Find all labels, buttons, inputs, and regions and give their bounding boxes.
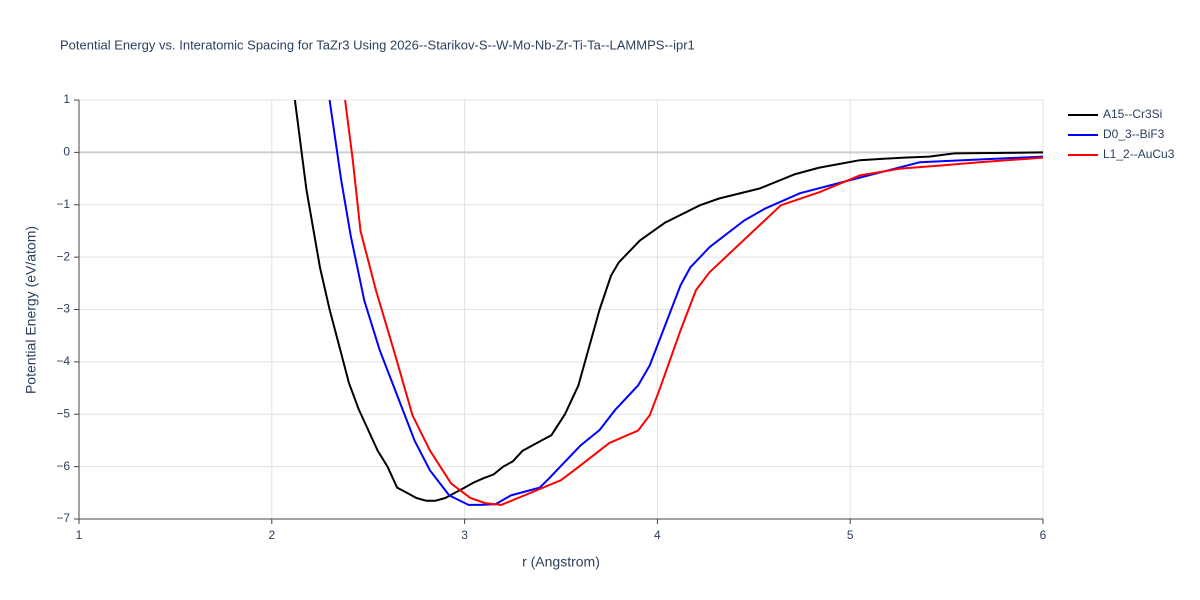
- plot-area: [293, 100, 1043, 506]
- legend-label: L1_2--AuCu3: [1103, 147, 1175, 161]
- x-axis-label: r (Angstrom): [522, 554, 600, 570]
- x-tick-label: 5: [847, 528, 854, 542]
- y-tick-label: 0: [63, 145, 70, 159]
- x-tick-label: 6: [1040, 528, 1047, 542]
- grid: [78, 99, 1044, 520]
- series-line: [293, 100, 1043, 502]
- y-tick-label: −2: [56, 249, 70, 263]
- x-tick-label: 2: [268, 528, 275, 542]
- chart-title: Potential Energy vs. Interatomic Spacing…: [60, 37, 695, 52]
- legend-label: D0_3--BiF3: [1103, 127, 1165, 141]
- series-line: [344, 100, 1043, 506]
- y-tick-label: 1: [63, 92, 70, 106]
- x-tick-label: 3: [461, 528, 468, 542]
- series-line: [328, 100, 1043, 506]
- legend-label: A15--Cr3Si: [1103, 107, 1162, 121]
- x-tick-label: 4: [654, 528, 661, 542]
- y-axis-label: Potential Energy (eV/atom): [23, 226, 39, 394]
- y-tick-label: −4: [56, 354, 70, 368]
- y-tick-label: −1: [56, 197, 70, 211]
- axes: 1 2 3 4 5 6 −7 −6 −5 −4 −3 −2 −1 0 1: [56, 92, 1046, 542]
- y-tick-label: −7: [56, 511, 70, 525]
- y-tick-label: −3: [56, 302, 70, 316]
- y-tick-label: −6: [56, 459, 70, 473]
- x-tick-label: 1: [76, 528, 83, 542]
- y-tick-label: −5: [56, 406, 70, 420]
